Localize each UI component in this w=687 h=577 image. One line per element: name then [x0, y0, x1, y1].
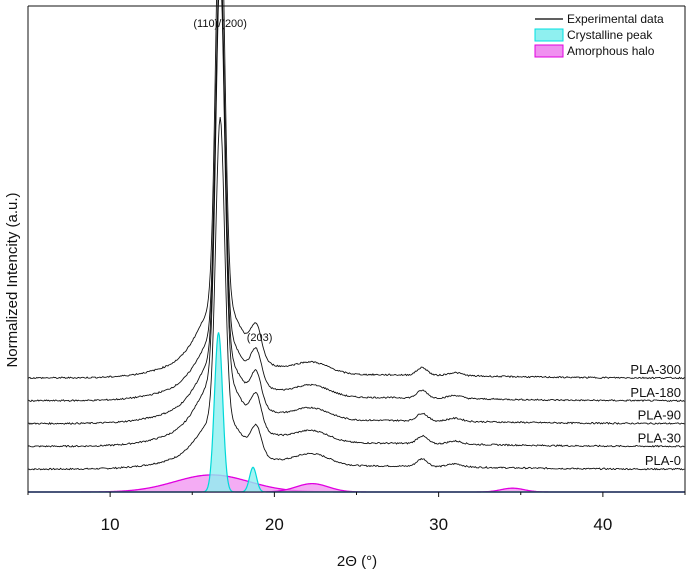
series-label-pla-30: PLA-30 [638, 430, 681, 445]
series-label-pla-180: PLA-180 [630, 385, 681, 400]
amorphous-halo-1 [28, 474, 685, 492]
series-label-pla-0: PLA-0 [645, 453, 681, 468]
series-labels: PLA-0 PLA-30 PLA-90 PLA-180 PLA-300 [630, 362, 681, 468]
x-tick-label-20: 20 [265, 515, 284, 534]
legend-label-3: Amorphous halo [567, 44, 655, 58]
peak-annotations: (110)/(200) (203) [193, 18, 272, 344]
curve-pla-90 [27, 0, 685, 425]
x-tick-label-40: 40 [593, 515, 612, 534]
curve-pla-30 [27, 0, 685, 448]
legend-label-2: Crystalline peak [567, 28, 653, 42]
experimental-curves [27, 0, 685, 471]
x-tick-label-10: 10 [101, 515, 120, 534]
legend-swatch-3 [534, 44, 564, 58]
x-axis-title: 2Θ (°) [337, 553, 377, 570]
curve-pla-300 [27, 0, 685, 380]
curve-pla-0 [27, 117, 685, 471]
series-label-pla-90: PLA-90 [638, 408, 681, 423]
series-label-pla-300: PLA-300 [630, 362, 681, 377]
peak-annotation-2: (203) [247, 332, 273, 344]
legend-swatch-2 [534, 28, 564, 42]
x-tick-label-30: 30 [429, 515, 448, 534]
y-axis-title: Normalized Intencity (a.u.) [4, 192, 21, 367]
axes: 10 20 30 40 [27, 5, 686, 534]
legend: Experimental data Crystalline peak Amorpho… [534, 12, 664, 58]
curve-pla-180 [27, 0, 685, 403]
legend-label-1: Experimental data [567, 12, 664, 26]
peak-annotation-1: (110)/(200) [193, 18, 247, 30]
